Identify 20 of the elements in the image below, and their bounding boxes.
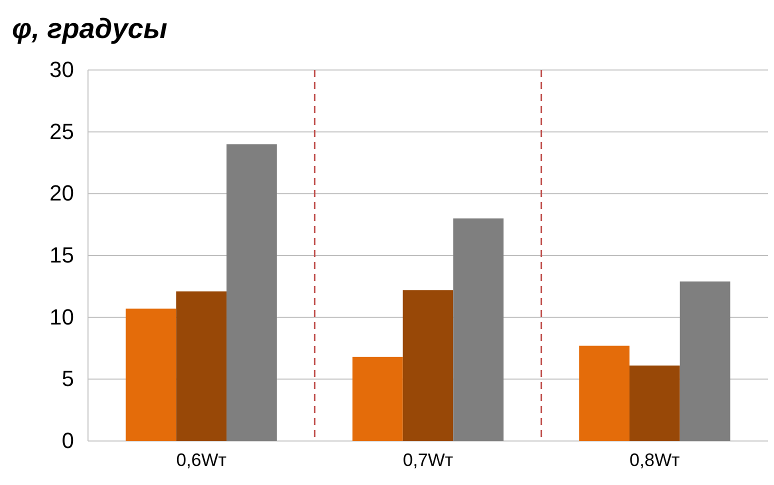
bar	[226, 144, 277, 441]
x-tick-label: 0,8Wт	[630, 450, 680, 470]
bar	[680, 281, 730, 441]
bar	[629, 366, 680, 441]
bar	[402, 290, 454, 441]
bar	[176, 291, 227, 441]
x-tick-label: 0,6Wт	[176, 450, 226, 470]
bar	[579, 346, 630, 441]
bar	[126, 308, 176, 441]
bar	[352, 356, 403, 441]
chart-title: φ, градусы	[12, 13, 168, 44]
y-tick-label: 25	[50, 118, 74, 144]
y-tick-label: 30	[50, 57, 74, 82]
y-tick-label: 20	[50, 180, 74, 206]
y-tick-label: 15	[50, 242, 74, 268]
bar	[453, 218, 504, 441]
y-tick-label: 10	[50, 304, 74, 330]
y-tick-label: 0	[62, 428, 74, 454]
y-tick-label: 5	[62, 366, 74, 392]
x-tick-label: 0,7Wт	[402, 450, 454, 470]
